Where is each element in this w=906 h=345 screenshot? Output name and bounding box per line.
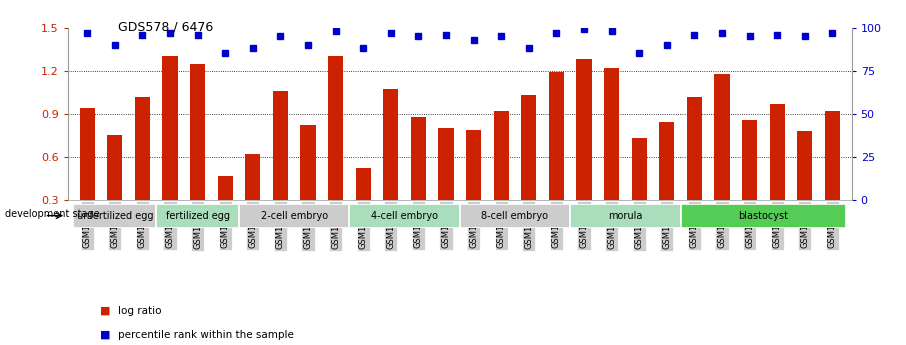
Bar [549, 72, 564, 200]
Bar [714, 73, 729, 200]
Bar [328, 56, 343, 200]
Bar [350, 204, 459, 228]
Bar [410, 117, 426, 200]
Text: blastocyst: blastocyst [738, 211, 788, 220]
Bar [439, 128, 454, 200]
Bar [246, 154, 260, 200]
Bar [466, 130, 481, 200]
Bar [135, 97, 150, 200]
Text: ■: ■ [100, 330, 111, 339]
Text: ■: ■ [100, 306, 111, 315]
Bar [383, 89, 399, 200]
Bar [459, 204, 570, 228]
Bar [680, 204, 846, 228]
Bar [521, 95, 536, 200]
Text: percentile rank within the sample: percentile rank within the sample [118, 330, 294, 339]
Bar [742, 120, 757, 200]
Bar [494, 111, 509, 200]
Bar [769, 104, 785, 200]
Bar [217, 176, 233, 200]
Bar [239, 204, 350, 228]
Text: fertilized egg: fertilized egg [166, 211, 229, 220]
Text: log ratio: log ratio [118, 306, 161, 315]
Text: 2-cell embryo: 2-cell embryo [261, 211, 328, 220]
Bar [356, 168, 371, 200]
Bar [80, 108, 95, 200]
Bar [824, 111, 840, 200]
Text: GDS578 / 6476: GDS578 / 6476 [118, 21, 213, 34]
Bar [273, 91, 288, 200]
Bar [687, 97, 702, 200]
Bar [604, 68, 619, 200]
Bar [631, 138, 647, 200]
Bar [576, 59, 592, 200]
Bar [162, 56, 178, 200]
Bar [660, 122, 674, 200]
Text: 4-cell embryo: 4-cell embryo [371, 211, 439, 220]
Bar [107, 136, 122, 200]
Bar [190, 63, 206, 200]
Bar [797, 131, 813, 200]
Text: unfertilized egg: unfertilized egg [77, 211, 153, 220]
Bar [156, 204, 239, 228]
Text: development stage: development stage [5, 209, 99, 219]
Text: morula: morula [608, 211, 642, 220]
Bar [73, 204, 156, 228]
Bar [570, 204, 680, 228]
Bar [301, 125, 315, 200]
Text: 8-cell embryo: 8-cell embryo [481, 211, 548, 220]
